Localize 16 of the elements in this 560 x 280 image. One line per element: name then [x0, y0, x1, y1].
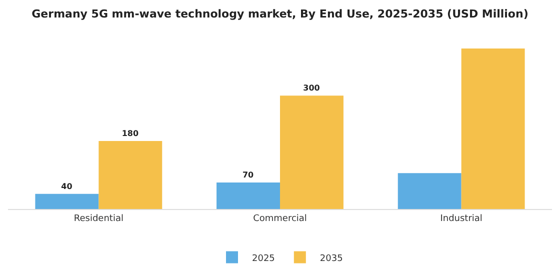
x-tick-label: Residential [74, 214, 124, 224]
x-tick-label: Industrial [440, 214, 482, 224]
legend-label: 2025 [252, 254, 275, 264]
chart-title: Germany 5G mm-wave technology market, By End Use, 2025-2035 (USD Million) [32, 8, 528, 20]
data-label: 70 [242, 170, 254, 180]
data-label: 300 [303, 84, 320, 93]
bar [216, 182, 280, 209]
bar [280, 96, 344, 209]
legend-label: 2035 [320, 254, 343, 264]
x-tick-label: Commercial [253, 214, 307, 224]
bar [398, 173, 462, 209]
data-label: 180 [122, 129, 139, 138]
bar [461, 48, 525, 209]
data-label: 40 [61, 182, 73, 191]
bar [98, 141, 162, 209]
bar [35, 194, 99, 209]
